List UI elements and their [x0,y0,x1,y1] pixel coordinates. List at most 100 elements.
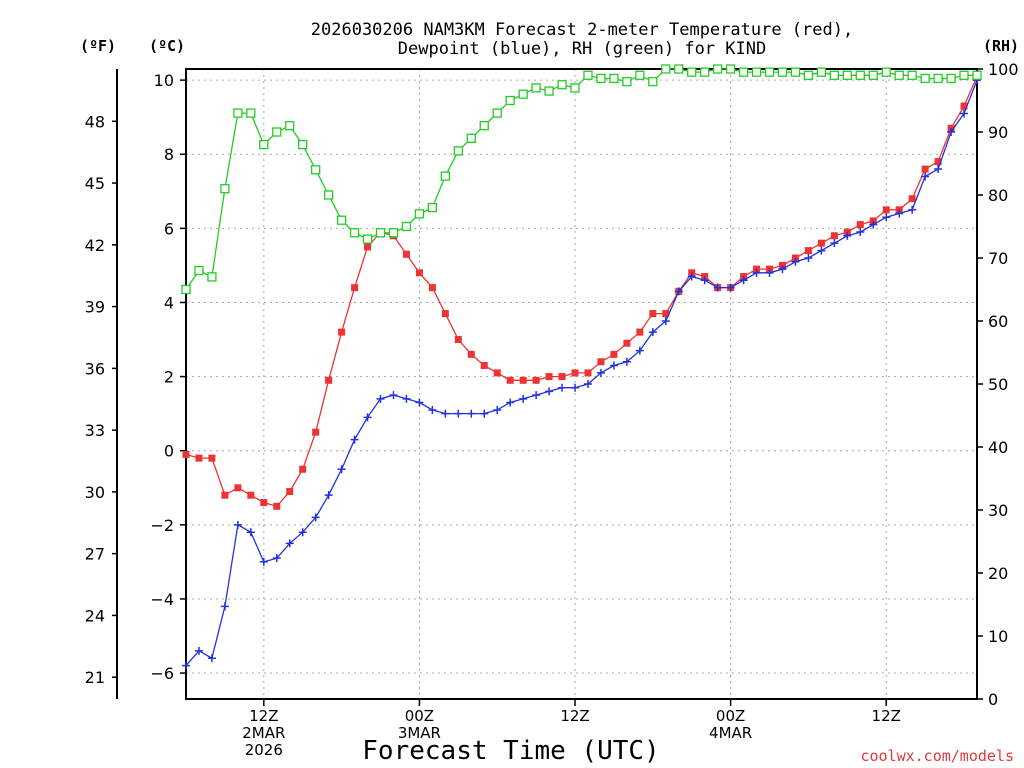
rh-point [181,284,191,295]
series-rh [181,64,982,295]
dewpoint-point [428,405,437,414]
rh-point [648,76,658,87]
celsius-tick-label: −2 [150,516,174,535]
rh-point [777,67,788,77]
rh-point [194,265,204,276]
rh-point [687,67,697,77]
x-tick-label: 4MAR [709,724,752,742]
rh-point [544,86,554,96]
rh-point [738,67,749,77]
rh-tick-label: 100 [988,60,1019,79]
dewpoint-point [558,383,567,392]
temperature-point [480,361,488,369]
dewpoint-point [467,409,476,418]
rh-point [972,70,982,80]
dewpoint-point [609,361,618,370]
dewpoint-point [908,205,917,214]
dewpoint-point [337,465,346,474]
rh-tick-label: 60 [988,312,1008,331]
temperature-point [351,284,359,292]
temperature-point [597,358,605,366]
dewpoint-point [947,128,956,136]
temperature-point [908,195,916,203]
temperature-point [610,350,618,358]
rh-point [323,190,334,200]
temperature-point [286,487,294,495]
rh-point [609,73,619,84]
dewpoint-point [402,394,411,403]
temperature-point [234,484,242,492]
temperature-point [571,369,579,377]
dewpoint-point [895,209,904,218]
dewpoint-point [739,276,748,285]
fahrenheit-axis-label: (ºF) [80,37,116,55]
temperature-point [532,376,540,384]
dewpoint-point [441,409,450,418]
temperature-point [545,373,553,381]
dewpoint-point [752,268,761,277]
temperature-point [960,102,968,110]
rh-point [246,108,256,118]
temperature-point [584,369,592,377]
celsius-tick-label: 10 [154,71,174,90]
rh-point [725,64,736,74]
dewpoint-point [882,213,891,222]
temperature-point [299,465,307,473]
temperature-point [817,239,825,247]
dewpoint-point [389,391,398,400]
temperature-point [364,243,372,251]
dewpoint-point [285,539,294,548]
fahrenheit-tick-label: 24 [85,606,105,625]
temperature-point [882,206,890,214]
rh-point [596,73,606,84]
dewpoint-point [571,383,580,392]
dewpoint-point [272,554,281,563]
rh-point [414,209,425,219]
fahrenheit-tick-label: 45 [85,174,105,193]
rh-tick-label: 0 [988,690,998,709]
dewpoint-point [596,368,605,377]
rh-point [946,73,956,84]
dewpoint-point [830,239,839,248]
rh-point [764,67,775,77]
rh-point [349,228,360,238]
rh-point [362,234,373,244]
celsius-tick-label: −4 [150,590,174,609]
temperature-point [662,310,670,318]
rh-point [674,64,684,74]
rh-point [933,73,943,84]
fahrenheit-tick-label: 21 [85,668,105,687]
temperature-point [208,454,216,462]
dewpoint-point [350,435,359,444]
celsius-tick-label: −6 [150,664,174,683]
dewpoint-point [869,220,878,229]
dewpoint-point [376,394,385,403]
rh-point [829,70,840,80]
dewpoint-point [506,398,515,407]
dewpoint-point [726,283,735,292]
rh-point [285,121,295,131]
celsius-tick-label: 0 [164,442,174,461]
dewpoint-point [648,328,657,337]
rh-point [531,83,541,93]
dewpoint-point [182,661,190,670]
temperature-point [921,165,929,173]
x-tick-label: 2026 [245,741,283,759]
dewpoint-point [960,109,969,118]
dewpoint-point [246,528,255,537]
rh-point [375,228,386,238]
dewpoint-point [778,265,787,274]
dewpoint-point [856,228,865,237]
rh-point [220,184,230,194]
rh-point [492,108,502,118]
dewpoint-point [532,391,541,400]
temperature-point [804,247,812,255]
temperature-point [623,339,631,347]
dewpoint-line [185,79,978,667]
temperature-point [856,221,864,229]
rh-point [907,70,917,80]
rh-point [272,127,282,137]
rh-tick-label: 40 [988,438,1008,457]
x-tick-label: 3MAR [398,724,441,742]
